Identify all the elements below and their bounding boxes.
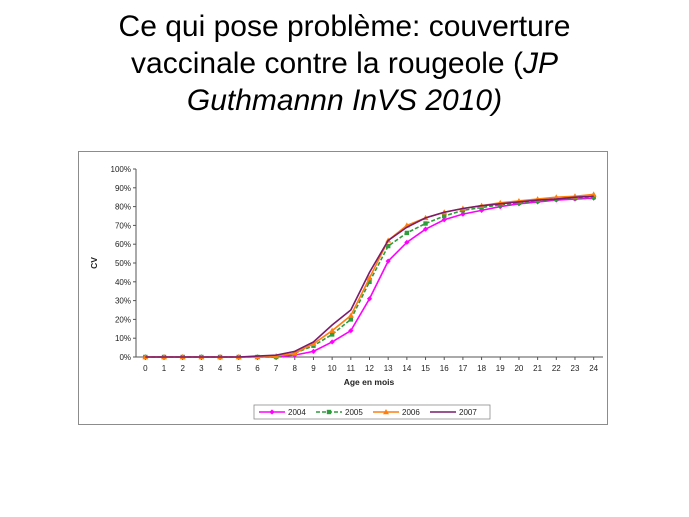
y-tick-label: 10%: [115, 334, 131, 343]
series-2006: [142, 191, 597, 360]
x-tick-label: 5: [237, 364, 242, 373]
x-tick-label: 19: [496, 364, 505, 373]
x-tick-label: 3: [199, 364, 204, 373]
x-tick-label: 24: [589, 364, 598, 373]
data-point-2005: [404, 230, 410, 236]
legend-box: [253, 404, 491, 420]
data-point-2006: [291, 350, 298, 356]
x-axis-title: Age en mois: [344, 377, 395, 387]
data-point-2004: [366, 296, 373, 302]
x-tick-label: 10: [328, 364, 337, 373]
data-point-2006: [553, 194, 560, 200]
legend-label-2006: 2006: [402, 408, 420, 417]
x-tick-label: 12: [365, 364, 374, 373]
title-line-2-citation: JP: [522, 47, 558, 80]
y-tick-label: 80%: [115, 203, 131, 212]
data-point-2006: [310, 340, 317, 347]
y-tick-label: 0%: [119, 353, 131, 362]
title-line-2: vaccinale contre la rougeole (JP: [0, 45, 689, 82]
data-point-2005: [591, 195, 596, 200]
data-point-2005: [329, 332, 335, 337]
x-tick-label: 13: [384, 364, 393, 373]
x-tick-label: 6: [255, 364, 260, 373]
y-tick-label: 40%: [115, 278, 131, 287]
x-tick-label: 17: [458, 364, 467, 373]
x-tick-label: 4: [218, 364, 223, 373]
chart-ticks: 0%10%20%30%40%50%60%70%80%90%100%0 1 2 3 4 5 6…: [111, 165, 599, 373]
title-line-3-citation: Guthmannn InVS 2010): [186, 84, 503, 117]
x-tick-label: 0: [143, 364, 148, 373]
legend-label-2007: 2007: [459, 408, 477, 417]
chart-legend: 2004 2005 2006 2007: [253, 404, 491, 420]
data-point-2004: [404, 239, 410, 245]
data-point-2005: [348, 317, 354, 322]
x-tick-label: 8: [293, 364, 298, 373]
data-point-2005: [367, 279, 372, 284]
data-point-2005: [442, 213, 447, 219]
chart-series: [142, 191, 597, 360]
chart-axes: [135, 169, 603, 358]
x-tick-label: 22: [552, 364, 561, 373]
data-point-2004: [348, 328, 354, 334]
data-point-2004: [329, 339, 335, 345]
y-tick-label: 30%: [115, 297, 131, 306]
data-point-2006: [329, 327, 336, 333]
legend-item-2004: 2004: [259, 408, 306, 417]
legend-item-2005: 2005: [316, 408, 363, 417]
y-tick-label: 50%: [115, 259, 131, 268]
series-2007: [145, 195, 594, 358]
x-tick-label: 9: [311, 364, 316, 373]
data-point-2004: [422, 226, 429, 232]
slide-title: Ce qui pose problème: couverture vaccina…: [0, 8, 689, 119]
x-tick-label: 11: [347, 364, 356, 373]
x-tick-label: 7: [274, 364, 279, 373]
x-tick-label: 18: [477, 364, 486, 373]
y-tick-label: 20%: [115, 315, 131, 324]
legend-item-2007: 2007: [430, 408, 477, 417]
title-line-1: Ce qui pose problème: couverture: [118, 10, 571, 43]
y-tick-label: 90%: [115, 184, 131, 193]
legend-marker-2004: [269, 409, 275, 415]
y-tick-label: 60%: [115, 240, 131, 249]
data-point-2006: [366, 275, 373, 281]
legend-label-2005: 2005: [345, 408, 363, 417]
x-tick-label: 1: [162, 364, 167, 373]
data-point-2005: [423, 221, 428, 226]
x-tick-label: 23: [571, 364, 580, 373]
legend-label-2004: 2004: [288, 408, 306, 417]
legend-marker-2006: [383, 409, 389, 415]
x-tick-label: 15: [421, 364, 430, 373]
legend-item-2006: 2006: [373, 408, 420, 417]
data-point-2006: [347, 312, 354, 318]
data-point-2004: [441, 217, 447, 223]
data-point-2004: [310, 348, 317, 354]
data-point-2004: [385, 258, 391, 264]
y-tick-label: 100%: [111, 165, 131, 174]
series-line-2007: [145, 195, 594, 358]
data-point-2004: [460, 211, 466, 217]
y-tick-label: 70%: [115, 221, 131, 230]
title-line-2-text: vaccinale contre la rougeole (: [131, 47, 523, 80]
y-axis-title: CV: [89, 257, 99, 269]
chart-frame: [78, 151, 608, 425]
x-tick-label: 2: [180, 364, 185, 373]
x-tick-label: 14: [402, 364, 411, 373]
legend-marker-2005: [326, 409, 332, 415]
x-tick-label: 16: [440, 364, 449, 373]
x-tick-label: 21: [533, 364, 542, 373]
data-point-2005: [385, 243, 391, 249]
x-tick-label: 20: [514, 364, 523, 373]
data-point-2006: [590, 191, 597, 197]
